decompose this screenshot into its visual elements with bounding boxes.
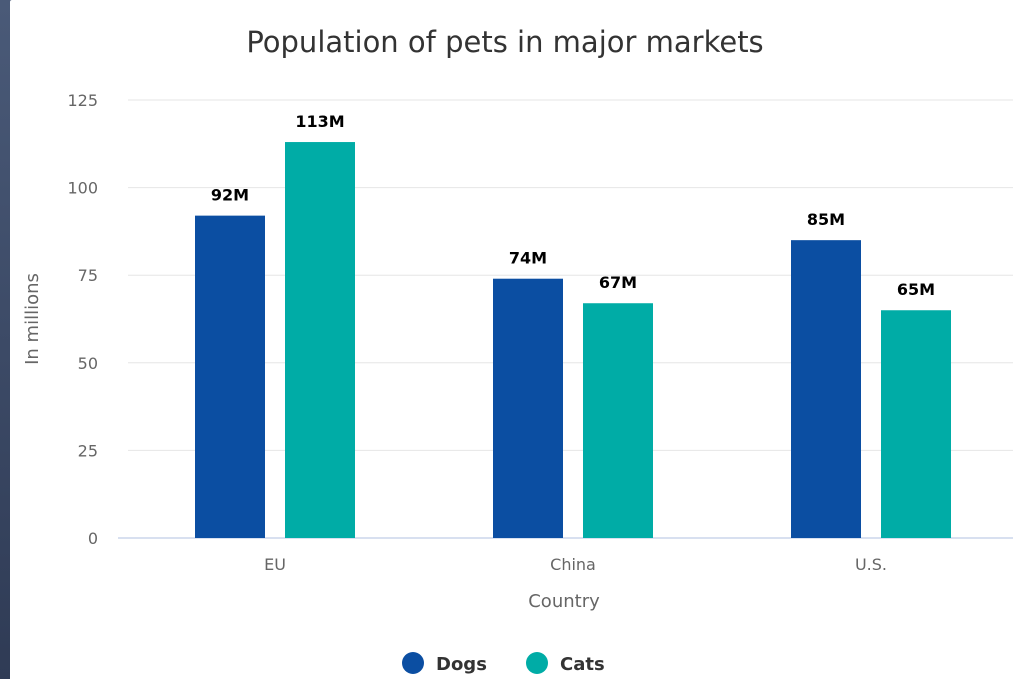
data-label: 113M bbox=[295, 112, 344, 131]
chart-panel: Population of pets in major markets 0 25 5… bbox=[10, 0, 1013, 679]
y-axis-title: In millions bbox=[22, 273, 43, 365]
bar-cats[interactable] bbox=[285, 142, 355, 538]
data-label: 74M bbox=[509, 249, 547, 268]
y-tick-label: 75 bbox=[78, 266, 98, 285]
data-labels: 92M 113M 74M 67M 85M 65M bbox=[211, 112, 935, 299]
bar-dogs[interactable] bbox=[195, 215, 265, 538]
legend-marker-icon bbox=[526, 652, 548, 674]
y-tick-label: 125 bbox=[67, 91, 98, 110]
y-tick-label: 100 bbox=[67, 179, 98, 198]
y-tick-label: 0 bbox=[88, 529, 98, 548]
data-label: 65M bbox=[897, 280, 935, 299]
bars bbox=[195, 142, 951, 538]
legend-item-dogs[interactable]: Dogs bbox=[402, 652, 487, 675]
legend[interactable]: Dogs Cats bbox=[402, 652, 605, 675]
bar-dogs[interactable] bbox=[791, 240, 861, 538]
gridlines bbox=[128, 99, 1013, 451]
legend-marker-icon bbox=[402, 652, 424, 674]
data-label: 67M bbox=[599, 273, 637, 292]
y-tick-label: 50 bbox=[78, 354, 98, 373]
data-label: 92M bbox=[211, 186, 249, 205]
x-tick-label: U.S. bbox=[855, 555, 887, 574]
data-label: 85M bbox=[807, 210, 845, 229]
bar-chart: Population of pets in major markets 0 25 5… bbox=[22, 25, 1013, 675]
x-axis-ticks: EU China U.S. bbox=[264, 555, 887, 574]
legend-label: Dogs bbox=[436, 654, 487, 675]
x-tick-label: EU bbox=[264, 555, 286, 574]
chart-title: Population of pets in major markets bbox=[246, 25, 763, 59]
y-tick-label: 25 bbox=[78, 441, 98, 460]
legend-label: Cats bbox=[560, 654, 605, 675]
bar-dogs[interactable] bbox=[493, 278, 563, 538]
legend-item-cats[interactable]: Cats bbox=[526, 652, 605, 675]
bar-cats[interactable] bbox=[583, 303, 653, 538]
bar-cats[interactable] bbox=[881, 310, 951, 538]
x-axis-title: Country bbox=[528, 591, 600, 612]
y-axis-ticks: 0 25 50 75 100 125 bbox=[67, 91, 98, 548]
x-tick-label: China bbox=[550, 555, 596, 574]
